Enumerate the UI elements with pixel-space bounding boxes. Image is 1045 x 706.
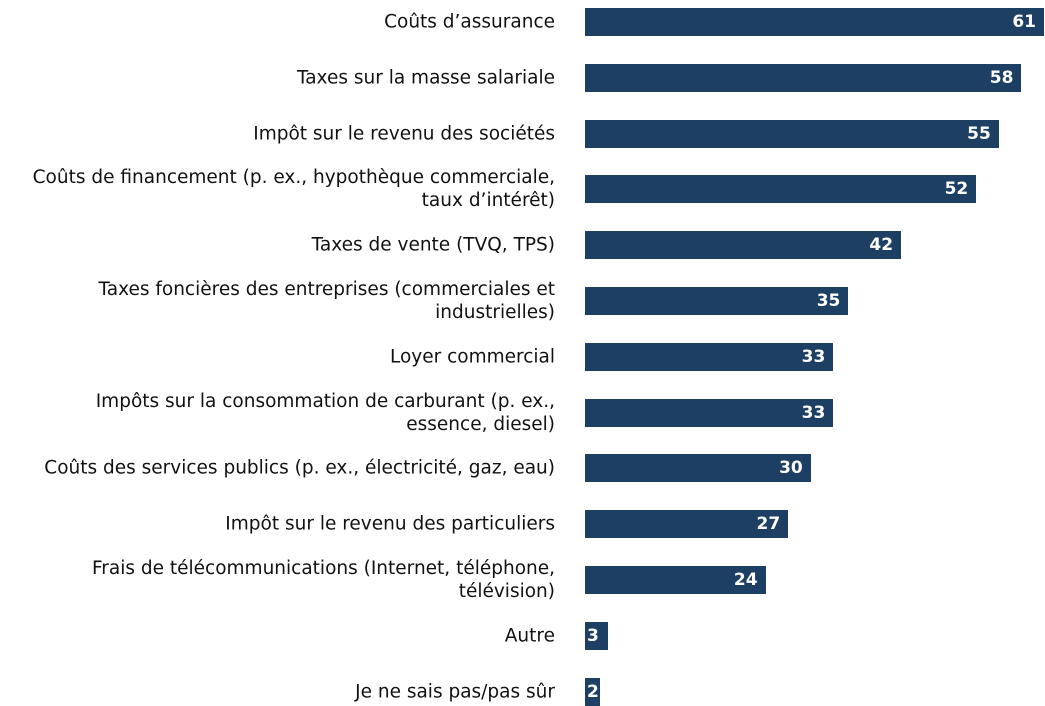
value-label: 33: [801, 346, 826, 367]
bar: 55: [585, 119, 999, 148]
value-label: 61: [1012, 12, 1036, 32]
category-label: Loyer commercial: [389, 346, 555, 368]
bar: 3: [585, 621, 608, 650]
bar: 33: [585, 398, 834, 427]
value-label: 35: [816, 291, 841, 311]
value-label: 24: [733, 570, 758, 590]
bar: 2: [585, 677, 601, 706]
category-label: Impôt sur le revenu des particuliers: [225, 513, 555, 535]
bar: 42: [585, 231, 902, 260]
bar: 27: [585, 510, 789, 539]
value-label: 27: [756, 514, 781, 535]
category-label: Impôt sur le revenu des sociétés: [253, 123, 555, 145]
category-label: Impôts sur la consommation de carburant …: [95, 390, 555, 435]
value-label: 55: [967, 123, 991, 144]
bar: 61: [585, 8, 1044, 36]
bar: 58: [585, 63, 1022, 92]
value-label: 52: [944, 179, 969, 200]
value-label: 58: [989, 67, 1014, 88]
value-label: 42: [869, 235, 894, 256]
bar: 24: [585, 566, 766, 594]
category-label: Frais de télécommunications (Internet, t…: [91, 558, 555, 602]
value-label: 2: [587, 681, 599, 702]
bar: 35: [585, 287, 849, 315]
value-label: 3: [587, 625, 599, 646]
bar: 33: [585, 342, 834, 371]
category-label: Je ne sais pas/pas sûr: [355, 681, 555, 703]
category-label: Taxes foncières des entreprises (commerc…: [98, 279, 555, 323]
bar: 30: [585, 454, 811, 483]
category-label: Taxes de vente (TVQ, TPS): [311, 234, 555, 256]
category-label: Autre: [504, 625, 555, 647]
category-label: Coûts des services publics (p. ex., élec…: [44, 457, 555, 479]
category-label: Coûts d’assurance: [384, 11, 555, 33]
category-label: Coûts de financement (p. ex., hypothèque…: [32, 167, 555, 212]
category-label: Taxes sur la masse salariale: [296, 67, 555, 89]
value-label: 30: [779, 458, 803, 479]
value-label: 33: [801, 402, 826, 423]
bar: 52: [585, 175, 977, 204]
